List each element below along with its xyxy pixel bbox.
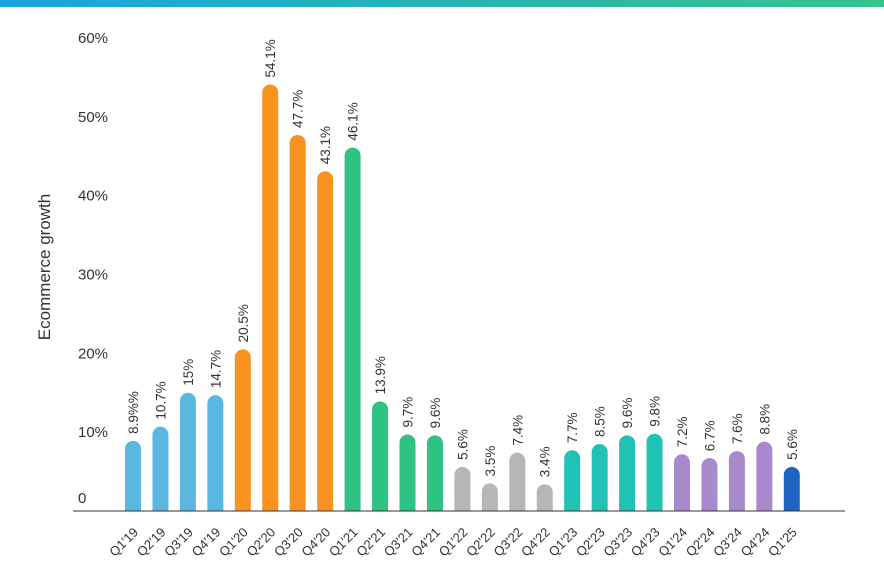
data-label: 8.8% bbox=[757, 404, 772, 435]
data-label: 47.7% bbox=[291, 90, 306, 128]
bar-q3-19 bbox=[179, 392, 196, 511]
bar-q4-21 bbox=[426, 435, 443, 511]
bar-q3-22 bbox=[509, 452, 526, 511]
data-label: 20.5% bbox=[236, 304, 251, 342]
data-label: 13.9% bbox=[373, 356, 388, 394]
x-tick-label: Q4'22 bbox=[518, 525, 553, 560]
bar-q4-19 bbox=[207, 395, 224, 511]
data-label: 10.7% bbox=[153, 381, 168, 419]
x-tick-label: Q2'21 bbox=[353, 525, 388, 560]
data-label: 9.6% bbox=[620, 398, 635, 429]
x-tick-label: Q4'23 bbox=[628, 525, 663, 560]
bar-q2-19 bbox=[152, 426, 169, 511]
data-label: 6.7% bbox=[702, 420, 717, 451]
data-label: 8.5% bbox=[593, 406, 608, 437]
bar-q1-23 bbox=[564, 450, 581, 511]
y-tick-label: 60% bbox=[78, 30, 108, 47]
bar-q3-20 bbox=[289, 134, 306, 511]
x-tick-label: Q2'20 bbox=[244, 525, 279, 560]
x-tick-label: Q3'21 bbox=[381, 525, 416, 560]
x-tick-label: Q1'19 bbox=[106, 525, 141, 560]
data-label: 7.4% bbox=[510, 415, 525, 446]
y-tick-label: 40% bbox=[78, 188, 108, 205]
y-tick-label: 10% bbox=[78, 424, 108, 441]
bar-q4-24 bbox=[756, 441, 773, 511]
bar-q3-21 bbox=[399, 434, 416, 511]
bar-q4-23 bbox=[646, 433, 663, 511]
data-label: 9.7% bbox=[401, 397, 416, 428]
x-tick-label: Q2'23 bbox=[573, 525, 608, 560]
bar-q3-23 bbox=[619, 435, 636, 511]
data-label: 7.2% bbox=[675, 416, 690, 447]
bar-q1-19 bbox=[125, 440, 141, 511]
bar-q1-22 bbox=[454, 466, 471, 511]
x-tick-label: Q3'20 bbox=[271, 525, 306, 560]
bar-q2-21 bbox=[372, 401, 389, 511]
data-label: 7.6% bbox=[730, 413, 745, 444]
data-label: 7.7% bbox=[565, 413, 580, 444]
y-axis-title: Ecommerce growth bbox=[35, 194, 54, 340]
data-labels: 8.9%% 10.7% 15% 14.7% 20.5% 54.1% 47.7% 43.1% 46… bbox=[126, 39, 800, 477]
bar-q4-22 bbox=[536, 484, 553, 511]
x-tick-label: Q3'22 bbox=[491, 525, 526, 560]
bar-q2-24 bbox=[701, 458, 718, 511]
top-accent-bar bbox=[0, 0, 884, 7]
x-tick-label: Q2'19 bbox=[134, 525, 169, 560]
x-tick-label: Q1'20 bbox=[216, 525, 251, 560]
x-tick-label: Q1'22 bbox=[436, 525, 471, 560]
y-tick-label: 50% bbox=[78, 109, 108, 126]
data-label: 14.7% bbox=[208, 350, 223, 388]
x-tick-label: Q3'19 bbox=[161, 525, 196, 560]
y-tick-label: 30% bbox=[78, 267, 108, 284]
data-label: 15% bbox=[181, 359, 196, 386]
data-label: 5.6% bbox=[785, 429, 800, 460]
x-tick-label: Q2'24 bbox=[683, 525, 718, 560]
bar-q2-23 bbox=[591, 443, 608, 511]
x-tick-label: Q4'19 bbox=[189, 525, 224, 560]
x-tick-label: Q1'21 bbox=[326, 525, 361, 560]
data-label: 3.4% bbox=[538, 446, 553, 477]
data-label: 43.1% bbox=[318, 126, 333, 164]
bar-q1-21 bbox=[344, 147, 361, 511]
bar-q1-24 bbox=[674, 454, 690, 511]
data-label: 54.1% bbox=[263, 39, 278, 77]
x-tick-label: Q3'24 bbox=[710, 525, 745, 560]
y-tick-label: 20% bbox=[78, 345, 108, 362]
y-axis-ticks: 0 10% 20% 30% 40% 50% 60% bbox=[78, 30, 108, 507]
x-tick-label: Q3'23 bbox=[600, 525, 635, 560]
x-tick-label: Q1'24 bbox=[655, 525, 690, 560]
bar-q1-20 bbox=[234, 349, 251, 511]
data-label: 46.1% bbox=[346, 102, 361, 140]
y-tick-label: 0 bbox=[78, 490, 86, 507]
data-label: 5.6% bbox=[455, 429, 470, 460]
bar-q3-24 bbox=[728, 451, 745, 511]
x-tick-label: Q2'22 bbox=[463, 525, 498, 560]
bar-q2-20 bbox=[262, 84, 279, 512]
x-tick-label: Q4'20 bbox=[298, 525, 333, 560]
bar-q1-25 bbox=[783, 466, 800, 511]
data-label: 3.5% bbox=[483, 446, 498, 477]
x-axis-ticks: Q1'19Q2'19Q3'19Q4'19Q1'20Q2'20Q3'20Q4'20… bbox=[106, 525, 800, 560]
data-label: 9.8% bbox=[648, 396, 663, 427]
bar-q4-20 bbox=[317, 171, 334, 511]
x-tick-label: Q4'24 bbox=[738, 525, 773, 560]
x-tick-label: Q4'21 bbox=[408, 525, 443, 560]
bars bbox=[125, 84, 800, 512]
bar-q2-22 bbox=[481, 483, 498, 511]
x-tick-label: Q1'25 bbox=[765, 525, 800, 560]
x-tick-label: Q1'23 bbox=[545, 525, 580, 560]
data-label: 8.9%% bbox=[126, 391, 141, 434]
data-label: 9.6% bbox=[428, 398, 443, 429]
